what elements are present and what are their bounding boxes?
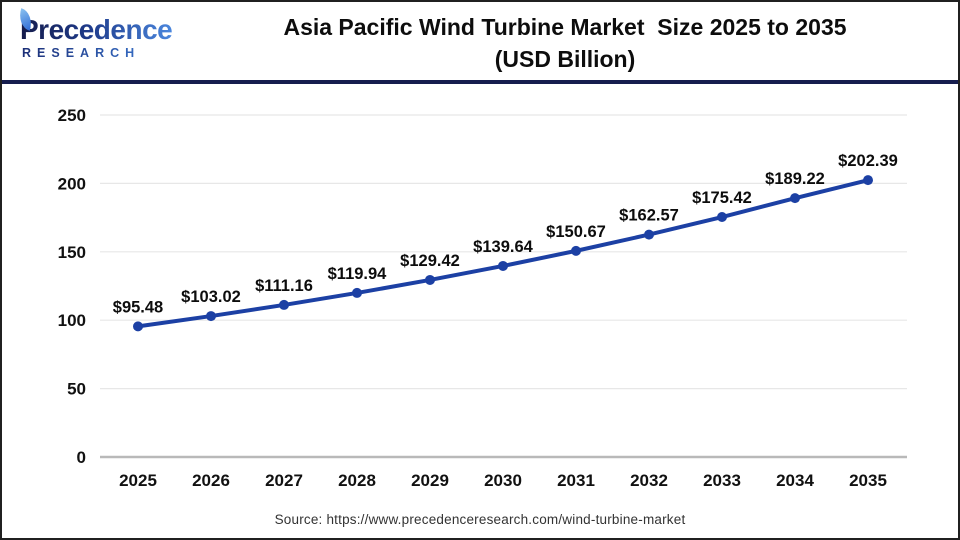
x-tick-label: 2025 [119, 471, 157, 490]
y-tick-label: 0 [77, 448, 86, 467]
x-tick-label: 2030 [484, 471, 522, 490]
x-tick-label: 2031 [557, 471, 595, 490]
y-tick-label: 250 [58, 106, 86, 125]
data-point [498, 260, 508, 271]
data-point [352, 287, 362, 298]
data-point [863, 175, 873, 186]
x-tick-label: 2034 [776, 471, 814, 490]
brand-subtitle: RESEARCH [22, 46, 172, 60]
data-point [279, 299, 289, 310]
data-label: $202.39 [838, 152, 898, 170]
data-label: $139.64 [473, 238, 533, 256]
data-label: $189.22 [765, 170, 825, 188]
data-label: $103.02 [181, 288, 241, 306]
y-tick-label: 150 [58, 243, 86, 262]
data-label: $150.67 [546, 223, 606, 241]
source-caption: Source: https://www.precedenceresearch.c… [274, 512, 686, 527]
data-point [717, 212, 727, 223]
data-point [790, 193, 800, 204]
data-label: $119.94 [328, 265, 388, 283]
y-tick-label: 100 [58, 311, 86, 330]
data-point [425, 274, 435, 285]
data-label: $162.57 [619, 207, 679, 225]
title-line-2: (USD Billion) [494, 46, 636, 72]
data-label: $111.16 [255, 277, 313, 295]
x-tick-label: 2032 [630, 471, 668, 490]
data-label: $175.42 [692, 189, 752, 207]
data-point [644, 229, 654, 240]
page-title: Asia Pacific Wind Turbine Market Size 20… [172, 2, 958, 80]
data-label: $95.48 [113, 298, 163, 316]
title-line-1: Asia Pacific Wind Turbine Market Size 20… [283, 14, 847, 40]
x-tick-label: 2028 [338, 471, 376, 490]
x-tick-label: 2029 [411, 471, 449, 490]
y-tick-label: 200 [58, 174, 86, 193]
figure-header: Precedence RESEARCH Asia Pacific Wind Tu… [2, 2, 958, 84]
x-tick-label: 2035 [849, 471, 887, 490]
data-point [571, 245, 581, 256]
brand-logo: Precedence RESEARCH [2, 2, 173, 80]
data-point [133, 321, 143, 332]
x-tick-label: 2026 [192, 471, 230, 490]
data-point [206, 311, 216, 322]
y-tick-label: 50 [67, 380, 86, 399]
data-label: $129.42 [400, 252, 460, 270]
brand-name: Precedence [20, 14, 173, 45]
x-tick-label: 2027 [265, 471, 303, 490]
x-tick-label: 2033 [703, 471, 741, 490]
